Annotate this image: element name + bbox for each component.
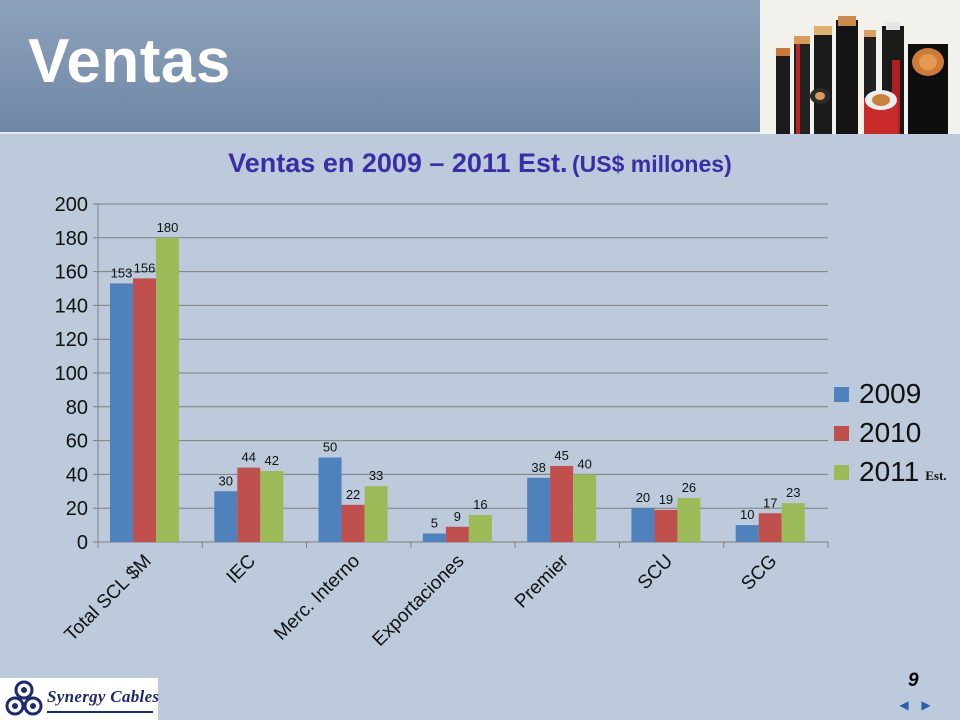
bar-2010 (341, 504, 365, 542)
data-label: 22 (346, 487, 360, 502)
slide-title: Ventas (28, 27, 231, 96)
data-label: 20 (636, 490, 650, 505)
bar-2011 (677, 498, 701, 542)
legend-swatch-2009 (834, 387, 849, 402)
bar-2011 (573, 474, 597, 542)
chart-title: Ventas en 2009 – 2011 Est. (US$ millones… (0, 148, 960, 179)
bar-2011 (156, 237, 179, 543)
y-tick-label: 80 (66, 397, 88, 419)
data-label: 153 (111, 265, 133, 280)
bar-2009 (631, 508, 655, 542)
page-number: 9 (908, 670, 919, 691)
y-tick-label: 160 (55, 262, 88, 284)
bar-2010 (758, 513, 782, 542)
legend-label-2011-wrap: 2011 Est. (859, 456, 947, 488)
chart-title-main: Ventas en 2009 – 2011 Est. (228, 148, 568, 178)
y-tick-label: 100 (55, 363, 88, 385)
bar-2009 (110, 283, 133, 542)
data-label: 9 (454, 509, 461, 524)
y-tick-label: 20 (66, 498, 88, 520)
data-label: 10 (740, 507, 754, 522)
legend-label-2009: 2009 (859, 378, 922, 409)
triangle-right-icon: ▶ (921, 698, 931, 712)
data-label: 50 (323, 440, 337, 455)
x-tick-label: Total SCL $M (61, 551, 156, 646)
x-tick-label: SCG (737, 551, 781, 595)
bar-2009 (527, 477, 551, 542)
y-tick-label: 120 (55, 329, 88, 351)
bar-chart: 0 20 40 60 80 100 120 140 160 180 200 153 156 180 Tota… (55, 194, 829, 651)
data-label: 45 (554, 448, 568, 463)
data-label: 30 (219, 473, 233, 488)
slide-header: Ventas (0, 0, 960, 134)
data-label: 44 (242, 450, 256, 465)
bar-2011 (364, 486, 388, 542)
next-slide-button[interactable]: ▶ (918, 697, 934, 713)
bar-2009 (422, 533, 446, 542)
cables-photo (760, 0, 960, 134)
data-label: 33 (369, 468, 383, 483)
chart-title-unit: (US$ millones) (571, 151, 732, 177)
logo-underline (47, 711, 153, 713)
data-label: 5 (431, 516, 438, 531)
bar-2009 (214, 491, 238, 542)
y-tick-label: 40 (66, 464, 88, 486)
data-label: 38 (531, 460, 545, 475)
x-tick-label: Premier (511, 550, 573, 612)
data-label: 26 (682, 480, 696, 495)
logo-text: Synergy Cables (47, 687, 160, 706)
bar-2009 (735, 525, 759, 542)
data-label: 40 (577, 456, 591, 471)
triangle-left-icon: ◀ (899, 698, 909, 712)
x-tick-label: Exportaciones (369, 551, 469, 651)
legend-label-2011: 2011 (859, 456, 920, 487)
legend-swatch-2011 (834, 465, 849, 480)
data-label: 16 (473, 497, 487, 512)
bar-2011 (781, 503, 805, 542)
logo-rings-icon (5, 680, 43, 716)
company-logo: Synergy Cables (0, 678, 160, 720)
data-label: 42 (265, 453, 279, 468)
y-tick-label: 180 (55, 228, 88, 250)
x-tick-label: Merc. Interno (270, 551, 364, 645)
y-tick-label: 0 (77, 532, 88, 554)
bar-2011 (260, 471, 284, 542)
x-tick-label: IEC (223, 551, 260, 588)
y-tick-label: 200 (55, 194, 88, 216)
data-label: 17 (763, 495, 777, 510)
x-tick-label: SCU (634, 551, 677, 594)
bar-2009 (318, 457, 342, 542)
data-label: 23 (786, 485, 800, 500)
bar-2010 (237, 467, 261, 542)
data-label: 156 (134, 260, 156, 275)
data-label: 19 (659, 492, 673, 507)
y-tick-label: 60 (66, 431, 88, 453)
legend-note-est: Est. (925, 468, 947, 483)
legend-swatch-2010 (834, 426, 849, 441)
bar-2010 (550, 465, 574, 542)
prev-slide-button[interactable]: ◀ (896, 697, 912, 713)
y-tick-label: 140 (55, 295, 88, 317)
bar-2010 (133, 278, 156, 542)
data-label: 180 (157, 220, 179, 235)
legend-label-2010: 2010 (859, 417, 922, 448)
bar-2010 (445, 526, 469, 542)
bar-2010 (654, 509, 678, 542)
bar-2011 (468, 514, 492, 542)
